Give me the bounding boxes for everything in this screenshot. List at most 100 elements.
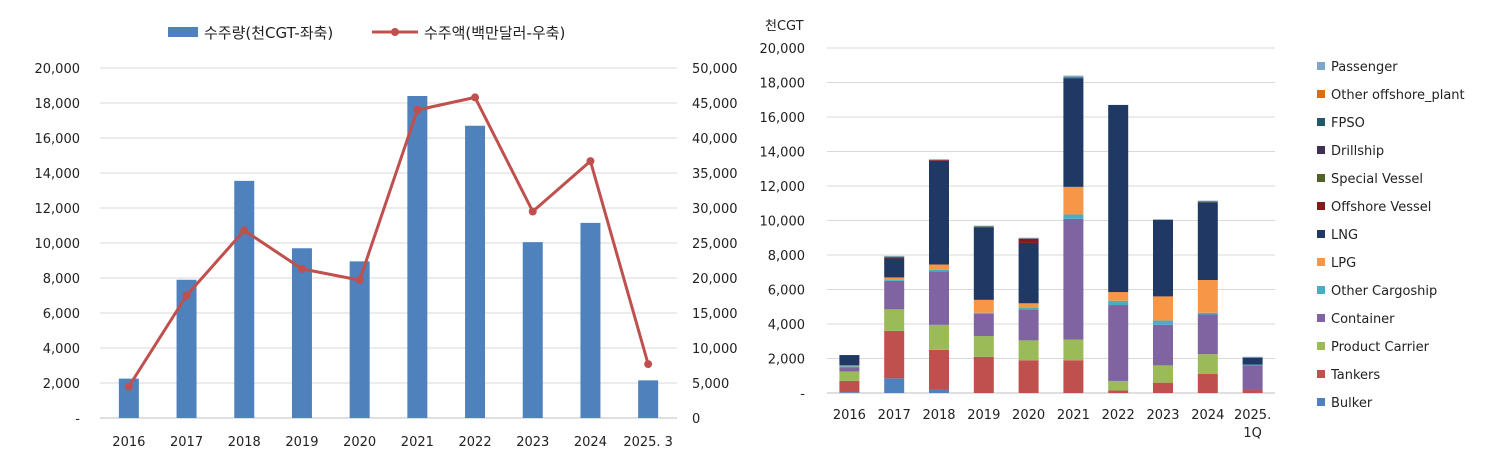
bar-2024 bbox=[580, 222, 601, 418]
y-right-tick-label: 30,000 bbox=[692, 202, 738, 217]
legend-swatch bbox=[1317, 174, 1325, 182]
segment-container bbox=[884, 280, 905, 310]
segment-lpg bbox=[929, 264, 949, 270]
legend-swatch bbox=[1317, 286, 1325, 294]
segment-lpg bbox=[1197, 280, 1218, 313]
bar-2017 bbox=[176, 279, 197, 418]
segment-container bbox=[1063, 218, 1084, 340]
segment-special-vessel bbox=[1197, 201, 1218, 203]
y-right-tick-label: 10,000 bbox=[692, 342, 738, 357]
bar-2023 bbox=[522, 242, 543, 418]
y-tick-label: 6,000 bbox=[768, 284, 805, 299]
segment-other-cargoship bbox=[1197, 312, 1218, 315]
y-tick-label: - bbox=[800, 387, 805, 402]
segment-tankers bbox=[1108, 390, 1129, 393]
segment-passenger bbox=[1197, 200, 1218, 202]
order-value-line bbox=[127, 95, 650, 388]
segment-container bbox=[973, 313, 994, 337]
x-tick-label: 2022 bbox=[1102, 408, 1135, 423]
segment-lng bbox=[1018, 242, 1039, 304]
x-tick-label: 2025. bbox=[1234, 408, 1271, 423]
x-tick-label: 2023 bbox=[516, 435, 549, 450]
segment-product-carrier bbox=[1063, 339, 1084, 361]
x-tick-label: 2018 bbox=[922, 408, 955, 423]
segment-other-cargoship bbox=[839, 366, 860, 368]
segment-passenger bbox=[1018, 237, 1039, 239]
segment-fpso bbox=[1063, 77, 1084, 79]
segment-container bbox=[1108, 305, 1129, 381]
y-tick-label: 10,000 bbox=[760, 215, 806, 230]
segment-offshore-vessel bbox=[1018, 238, 1039, 243]
bar-2025. 3 bbox=[638, 380, 659, 418]
segment-passenger bbox=[973, 225, 994, 227]
segment-bulker bbox=[929, 389, 949, 393]
y-left-tick-label: 10,000 bbox=[35, 237, 81, 252]
segment-other-cargoship bbox=[1242, 364, 1263, 366]
line-point-2023 bbox=[528, 207, 537, 216]
y-left-tick-label: - bbox=[75, 412, 80, 427]
line-point-2024 bbox=[586, 157, 595, 166]
segment-other-cargoship bbox=[1063, 214, 1084, 219]
line-point-2020 bbox=[355, 276, 364, 285]
y-left-tick-label: 6,000 bbox=[43, 307, 80, 322]
x-tick-label: 2017 bbox=[170, 435, 203, 450]
y-tick-label: 4,000 bbox=[768, 318, 805, 333]
segment-other-cargoship bbox=[1153, 320, 1173, 325]
line-point-2019 bbox=[297, 264, 306, 273]
bar-2022 bbox=[465, 125, 486, 418]
x-tick-label: 2021 bbox=[1057, 408, 1090, 423]
legend-swatch bbox=[1317, 370, 1325, 378]
segment-passenger bbox=[884, 255, 905, 257]
x-tick-label: 2019 bbox=[285, 435, 318, 450]
legend-swatch bbox=[1317, 342, 1325, 350]
y-right-tick-label: 15,000 bbox=[692, 307, 738, 322]
orders-by-shiptype-chart: 천CGT - 2,000 4,000 6,000 8,000 10,000 12,000 14,… bbox=[760, 19, 1465, 441]
x-tick-label: 2016 bbox=[833, 408, 866, 423]
legend-label: Offshore Vessel bbox=[1331, 200, 1431, 215]
y-tick-label: 16,000 bbox=[760, 111, 806, 126]
segment-product-carrier bbox=[1153, 365, 1173, 383]
y-right-tick-label: 5,000 bbox=[692, 377, 729, 392]
legend-swatch bbox=[1317, 146, 1325, 154]
segment-product-carrier bbox=[1108, 380, 1129, 391]
line-point-2017 bbox=[182, 291, 191, 300]
segment-lng bbox=[1153, 219, 1173, 297]
segment-tankers bbox=[1153, 382, 1173, 393]
y-tick-label: 20,000 bbox=[760, 42, 806, 57]
segment-lng bbox=[839, 355, 860, 366]
x-tick-label: 2023 bbox=[1146, 408, 1179, 423]
legend-swatch bbox=[1317, 118, 1325, 126]
y-left-tick-label: 20,000 bbox=[35, 62, 81, 77]
segment-lpg bbox=[973, 299, 994, 313]
segment-tankers bbox=[973, 356, 994, 393]
x-tick-label: 2022 bbox=[459, 435, 492, 450]
legend-swatch bbox=[1317, 398, 1325, 406]
y-left-tick-label: 4,000 bbox=[43, 342, 80, 357]
line-point-2025. 3 bbox=[644, 360, 653, 369]
x-tick-label: 2020 bbox=[1012, 408, 1045, 423]
segment-passenger bbox=[1063, 75, 1084, 78]
legend-label: Other offshore_plant bbox=[1331, 88, 1465, 103]
legend-label-volume: 수주량(천CGT-좌축) bbox=[204, 24, 333, 42]
segment-tankers bbox=[1018, 360, 1039, 393]
y-left-tick-label: 18,000 bbox=[35, 97, 81, 112]
y-right-tick-label: 0 bbox=[692, 412, 700, 427]
segment-lng bbox=[1108, 104, 1129, 293]
legend-swatch bbox=[1317, 258, 1325, 266]
y-right-tick-label: 40,000 bbox=[692, 132, 738, 147]
segment-tankers bbox=[1063, 360, 1084, 393]
segment-tankers bbox=[884, 330, 905, 379]
segment-other-cargoship bbox=[1018, 307, 1039, 310]
x-tick-label: 2020 bbox=[343, 435, 376, 450]
legend-label: Product Carrier bbox=[1331, 340, 1430, 355]
legend-label: Drillship bbox=[1331, 144, 1384, 159]
legend-marker-value bbox=[391, 28, 399, 36]
x-tick-label: 2024 bbox=[1191, 408, 1224, 423]
segment-tankers bbox=[929, 349, 949, 390]
segment-container bbox=[1153, 324, 1173, 366]
bar-2020 bbox=[349, 261, 370, 418]
bar-2021 bbox=[407, 96, 428, 418]
y-tick-label: 18,000 bbox=[760, 77, 806, 92]
segment-product-carrier bbox=[884, 309, 905, 331]
legend-swatch bbox=[1317, 202, 1325, 210]
